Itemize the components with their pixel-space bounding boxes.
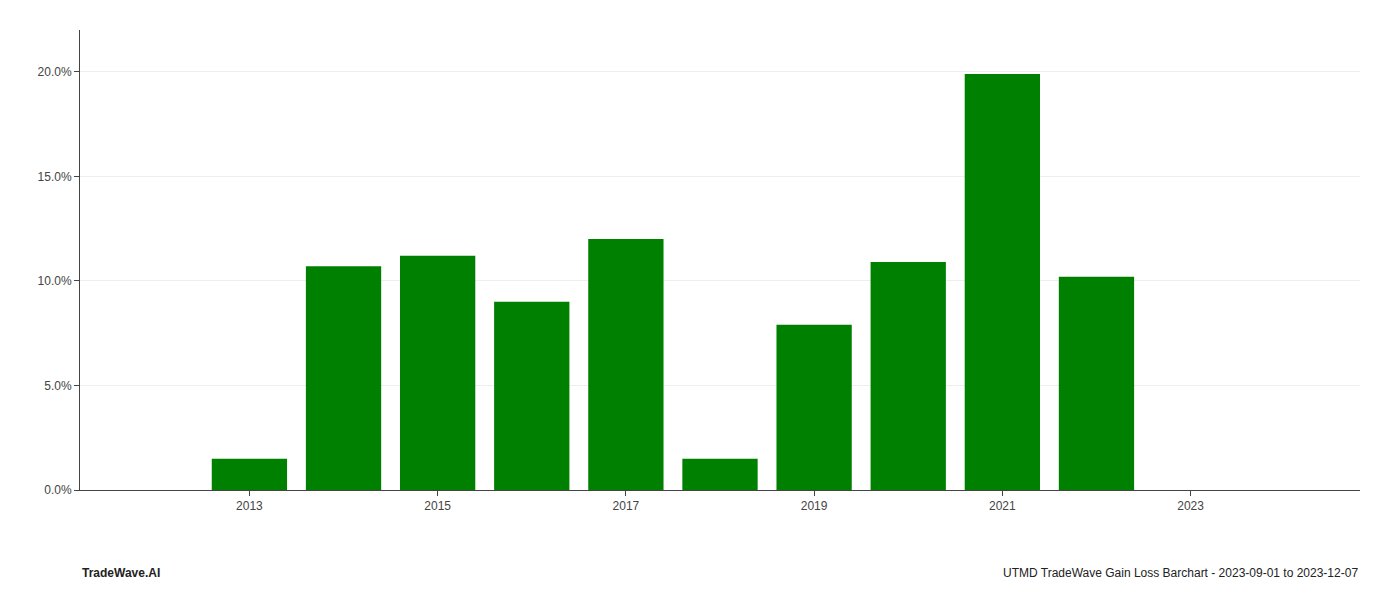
svg-text:TradeWave.AI: TradeWave.AI [82,566,160,580]
svg-text:20.0%: 20.0% [38,65,72,79]
svg-text:5.0%: 5.0% [44,379,72,393]
svg-text:2015: 2015 [424,499,451,513]
svg-text:15.0%: 15.0% [38,170,72,184]
svg-text:2017: 2017 [613,499,640,513]
svg-text:0.0%: 0.0% [44,483,72,497]
svg-text:2019: 2019 [801,499,828,513]
svg-text:2013: 2013 [236,499,263,513]
svg-text:UTMD TradeWave Gain Loss Barch: UTMD TradeWave Gain Loss Barchart - 2023… [1003,566,1358,580]
svg-text:2023: 2023 [1177,499,1204,513]
svg-text:2021: 2021 [989,499,1016,513]
svg-text:10.0%: 10.0% [38,274,72,288]
